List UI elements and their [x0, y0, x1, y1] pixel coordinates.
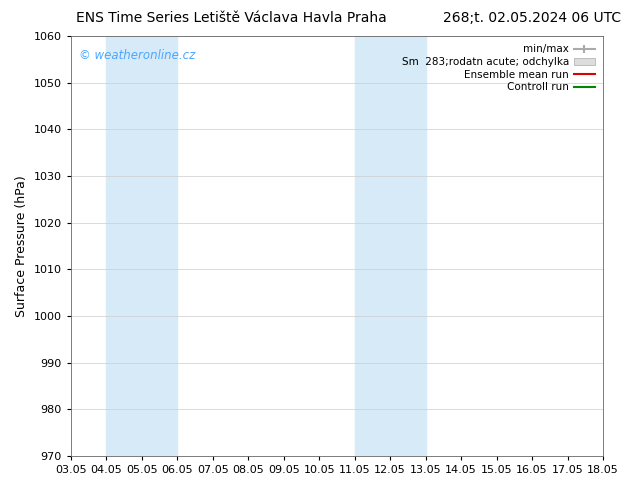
- Y-axis label: Surface Pressure (hPa): Surface Pressure (hPa): [15, 175, 28, 317]
- Legend: min/max, Sm  283;rodatn acute; odchylka, Ensemble mean run, Controll run: min/max, Sm 283;rodatn acute; odchylka, …: [398, 41, 598, 96]
- Text: ENS Time Series Letiště Václava Havla Praha: ENS Time Series Letiště Václava Havla Pr…: [76, 11, 387, 25]
- Text: 268;t. 02.05.2024 06 UTC: 268;t. 02.05.2024 06 UTC: [443, 11, 621, 25]
- Text: © weatheronline.cz: © weatheronline.cz: [79, 49, 195, 62]
- Bar: [107, 36, 177, 456]
- Bar: [354, 36, 425, 456]
